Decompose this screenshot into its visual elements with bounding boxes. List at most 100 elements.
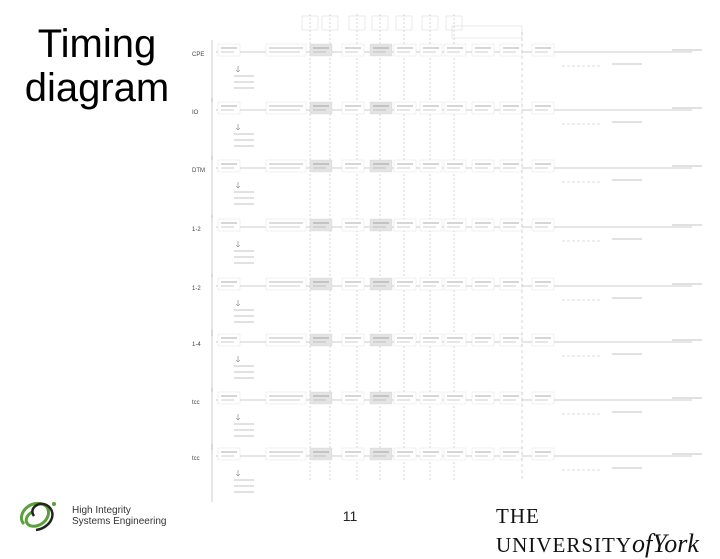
event-cell xyxy=(419,333,443,347)
row-arrow-icon xyxy=(235,300,241,307)
hise-line1: High Integrity xyxy=(72,505,131,516)
event-cell xyxy=(531,447,555,461)
event-cell xyxy=(217,333,241,347)
event-cell xyxy=(369,447,393,461)
event-cell xyxy=(341,391,365,405)
slide-title-line2: diagram xyxy=(24,66,170,110)
event-cell xyxy=(419,218,443,232)
row-label: DTM xyxy=(192,168,205,174)
row-arrow-icon xyxy=(235,241,241,248)
header-cell xyxy=(421,15,439,31)
event-cell xyxy=(309,333,333,347)
university-of-york-logo: THE UNIVERSITYofYork xyxy=(496,504,720,559)
event-cell xyxy=(471,159,495,173)
header-cell xyxy=(348,15,366,31)
event-cell xyxy=(531,391,555,405)
event-cell xyxy=(309,43,333,57)
header-cell xyxy=(445,15,463,31)
event-cell xyxy=(531,218,555,232)
event-cell xyxy=(265,333,307,347)
slide-title: Timing diagram xyxy=(14,22,180,110)
event-cell xyxy=(309,101,333,115)
event-cell xyxy=(309,447,333,461)
row-label: tcc xyxy=(192,456,200,462)
event-cell xyxy=(265,159,307,173)
event-cell xyxy=(217,218,241,232)
header-cell xyxy=(395,15,413,31)
event-cell xyxy=(265,101,307,115)
event-cell xyxy=(531,333,555,347)
row-arrow-icon xyxy=(235,182,241,189)
event-cell xyxy=(499,333,523,347)
event-cell xyxy=(369,277,393,291)
event-cell xyxy=(443,333,467,347)
event-cell xyxy=(393,101,417,115)
event-cell xyxy=(531,101,555,115)
event-cell xyxy=(341,101,365,115)
event-cell xyxy=(393,391,417,405)
event-cell xyxy=(419,277,443,291)
event-cell xyxy=(443,277,467,291)
event-cell xyxy=(217,391,241,405)
page-number: 11 xyxy=(342,508,358,524)
event-cell xyxy=(499,159,523,173)
row-arrow-icon xyxy=(235,414,241,421)
row-arrow-icon xyxy=(235,356,241,363)
header-cell xyxy=(321,15,339,31)
event-cell xyxy=(369,218,393,232)
header-cell xyxy=(301,15,319,31)
event-cell xyxy=(531,43,555,57)
event-cell xyxy=(369,101,393,115)
hise-logo-icon xyxy=(19,501,56,532)
event-cell xyxy=(393,333,417,347)
event-cell xyxy=(309,159,333,173)
timing-diagram: CPE IO DTM 1-2 1-2 1-4 tcc tcc xyxy=(192,14,702,502)
event-cell xyxy=(393,43,417,57)
event-cell xyxy=(499,101,523,115)
event-cell xyxy=(265,218,307,232)
header-note-box xyxy=(451,25,523,39)
event-cell xyxy=(471,391,495,405)
event-cell xyxy=(471,333,495,347)
event-cell xyxy=(341,218,365,232)
event-cell xyxy=(393,159,417,173)
event-cell xyxy=(471,447,495,461)
event-cell xyxy=(499,447,523,461)
event-cell xyxy=(531,159,555,173)
row-label: 1-2 xyxy=(192,286,201,292)
event-cell xyxy=(419,391,443,405)
university-of: of xyxy=(632,529,653,558)
event-cell xyxy=(419,159,443,173)
event-cell xyxy=(499,391,523,405)
event-cell xyxy=(341,43,365,57)
row-label: 1-4 xyxy=(192,342,201,348)
event-cell xyxy=(443,391,467,405)
event-cell xyxy=(471,43,495,57)
event-cell xyxy=(443,101,467,115)
event-cell xyxy=(341,277,365,291)
event-cell xyxy=(471,277,495,291)
event-cell xyxy=(217,277,241,291)
row-arrow-icon xyxy=(235,66,241,73)
event-cell xyxy=(265,447,307,461)
event-cell xyxy=(393,277,417,291)
university-name: York xyxy=(652,529,699,558)
event-cell xyxy=(531,277,555,291)
hise-line2: Systems Engineering xyxy=(72,516,167,527)
event-cell xyxy=(309,391,333,405)
row-arrow-icon xyxy=(235,124,241,131)
row-label: 1-2 xyxy=(192,227,201,233)
event-cell xyxy=(499,43,523,57)
event-cell xyxy=(369,43,393,57)
event-cell xyxy=(443,43,467,57)
university-prefix: THE UNIVERSITY xyxy=(496,504,632,557)
row-label: IO xyxy=(192,110,199,116)
event-cell xyxy=(265,277,307,291)
event-cell xyxy=(217,447,241,461)
event-cell xyxy=(217,101,241,115)
event-cell xyxy=(369,159,393,173)
event-cell xyxy=(443,447,467,461)
event-cell xyxy=(419,101,443,115)
row-arrow-icon xyxy=(235,470,241,477)
event-cell xyxy=(341,447,365,461)
